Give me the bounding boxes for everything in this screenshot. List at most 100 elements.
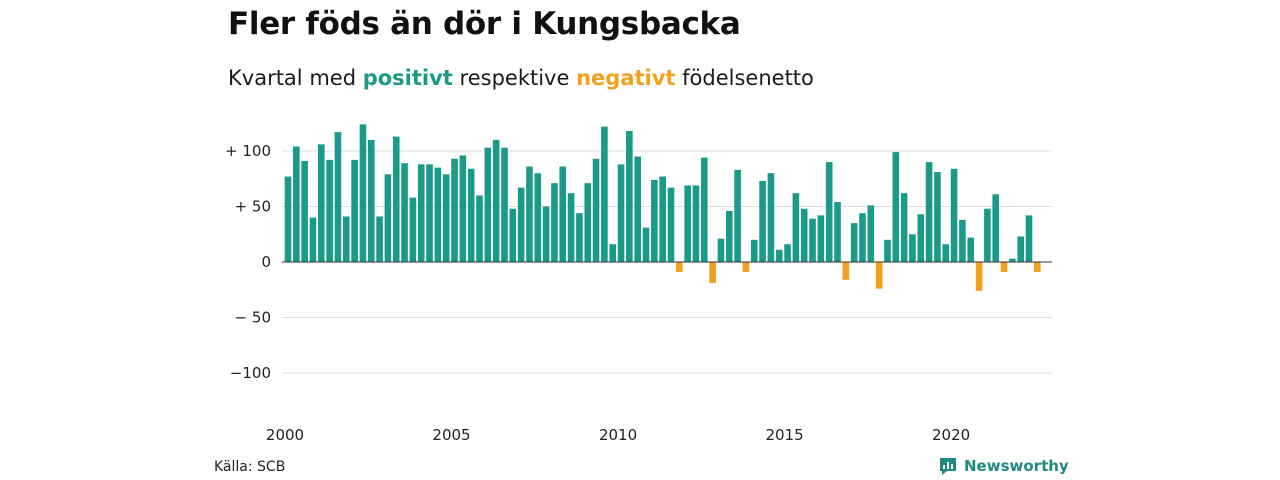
bar-positive: [959, 219, 966, 262]
bar-positive: [784, 244, 791, 262]
bar-positive: [725, 210, 733, 262]
bar-positive: [617, 164, 625, 262]
bar-positive: [467, 168, 475, 262]
x-tick-label: 2020: [932, 426, 970, 444]
bar-positive: [434, 167, 442, 262]
bar-positive: [526, 166, 533, 262]
bar-positive: [326, 159, 333, 262]
bar-positive: [917, 214, 925, 262]
bar-positive: [534, 173, 542, 262]
bar-positive: [542, 206, 550, 262]
subtitle-mid: respektive: [459, 66, 570, 90]
bar-positive: [850, 223, 858, 262]
bar-positive: [301, 160, 308, 262]
bar-positive: [925, 162, 933, 262]
bar-positive: [692, 185, 700, 262]
bar-positive: [684, 185, 691, 262]
bar-positive: [609, 244, 617, 262]
bar-positive: [759, 180, 766, 262]
x-tick-label: 2005: [432, 426, 470, 444]
bar-positive: [367, 139, 375, 262]
bar-negative: [875, 262, 883, 289]
brand-name: Newsworthy: [964, 457, 1069, 475]
bar-positive: [342, 216, 350, 262]
bar-positive: [884, 239, 891, 262]
bar-positive: [392, 136, 400, 262]
y-tick-label: −100: [230, 364, 271, 382]
brand-logo: Newsworthy: [938, 456, 1069, 476]
bar-positive: [867, 205, 875, 262]
bar-positive: [509, 208, 517, 262]
bar-positive: [334, 132, 342, 262]
newsworthy-icon: [940, 458, 956, 475]
bar-positive: [900, 193, 908, 262]
bar-positive: [984, 208, 991, 262]
bar-positive: [1017, 236, 1024, 262]
bar-positive: [967, 237, 975, 262]
bar-positive: [800, 208, 808, 262]
bar-positive: [1009, 258, 1016, 262]
y-tick-label: + 100: [225, 142, 271, 160]
bar-positive: [592, 158, 600, 262]
bar-positive: [567, 193, 575, 262]
bar-positive: [284, 176, 292, 262]
bar-negative: [1034, 262, 1041, 272]
bar-positive: [351, 159, 358, 262]
bar-positive: [451, 158, 458, 262]
bar-positive: [476, 195, 483, 262]
chart-subtitle: Kvartal med positivt respektive negativt…: [228, 66, 814, 90]
bar-positive: [950, 168, 958, 262]
bar-positive: [409, 197, 417, 262]
bar-positive: [859, 213, 866, 262]
bar-positive: [775, 249, 783, 262]
bar-positive: [834, 202, 841, 262]
y-tick-label: + 50: [235, 198, 271, 216]
bar-positive: [426, 164, 433, 262]
bar-positive: [817, 215, 825, 262]
bar-negative: [842, 262, 850, 280]
subtitle-negative: negativt: [576, 66, 676, 90]
bar-positive: [601, 126, 608, 262]
bar-positive: [318, 144, 325, 262]
bar-positive: [942, 244, 950, 262]
bar-negative: [709, 262, 716, 284]
bar-positive: [484, 147, 492, 262]
subtitle-positive: positivt: [362, 66, 453, 90]
bar-positive: [517, 187, 525, 262]
x-tick-label: 2000: [266, 426, 304, 444]
bar-positive: [1025, 215, 1033, 262]
bar-positive: [442, 174, 450, 262]
bar-positive: [909, 234, 916, 262]
x-tick-label: 2015: [765, 426, 803, 444]
subtitle-prefix: Kvartal med: [228, 66, 357, 90]
bar-positive: [384, 174, 392, 262]
bar-positive: [501, 147, 508, 262]
bar-positive: [750, 239, 758, 262]
bar-positive: [667, 187, 675, 262]
bar-negative: [975, 262, 983, 291]
bar-positive: [734, 169, 741, 262]
bar-positive: [634, 156, 641, 262]
bar-positive: [293, 146, 300, 262]
bar-positive: [892, 152, 900, 262]
bar-positive: [459, 155, 467, 262]
bar-positive: [376, 216, 383, 262]
bar-positive: [792, 193, 800, 262]
bar-positive: [401, 163, 408, 262]
y-tick-label: − 50: [235, 309, 271, 327]
bar-negative: [676, 262, 683, 272]
bar-positive: [626, 131, 633, 262]
bar-positive: [642, 227, 650, 262]
bar-positive: [809, 218, 816, 262]
bar-positive: [492, 139, 500, 262]
bar-positive: [701, 157, 708, 262]
bar-positive: [359, 124, 367, 262]
bar-positive: [934, 172, 941, 262]
bar-positive: [825, 162, 833, 262]
bar-positive: [584, 183, 592, 262]
bar-positive: [417, 164, 425, 262]
bar-positive: [767, 173, 775, 262]
source-note: Källa: SCB: [214, 459, 286, 475]
chart-title: Fler föds än dör i Kungsbacka: [228, 6, 741, 42]
bar-positive: [559, 166, 567, 262]
